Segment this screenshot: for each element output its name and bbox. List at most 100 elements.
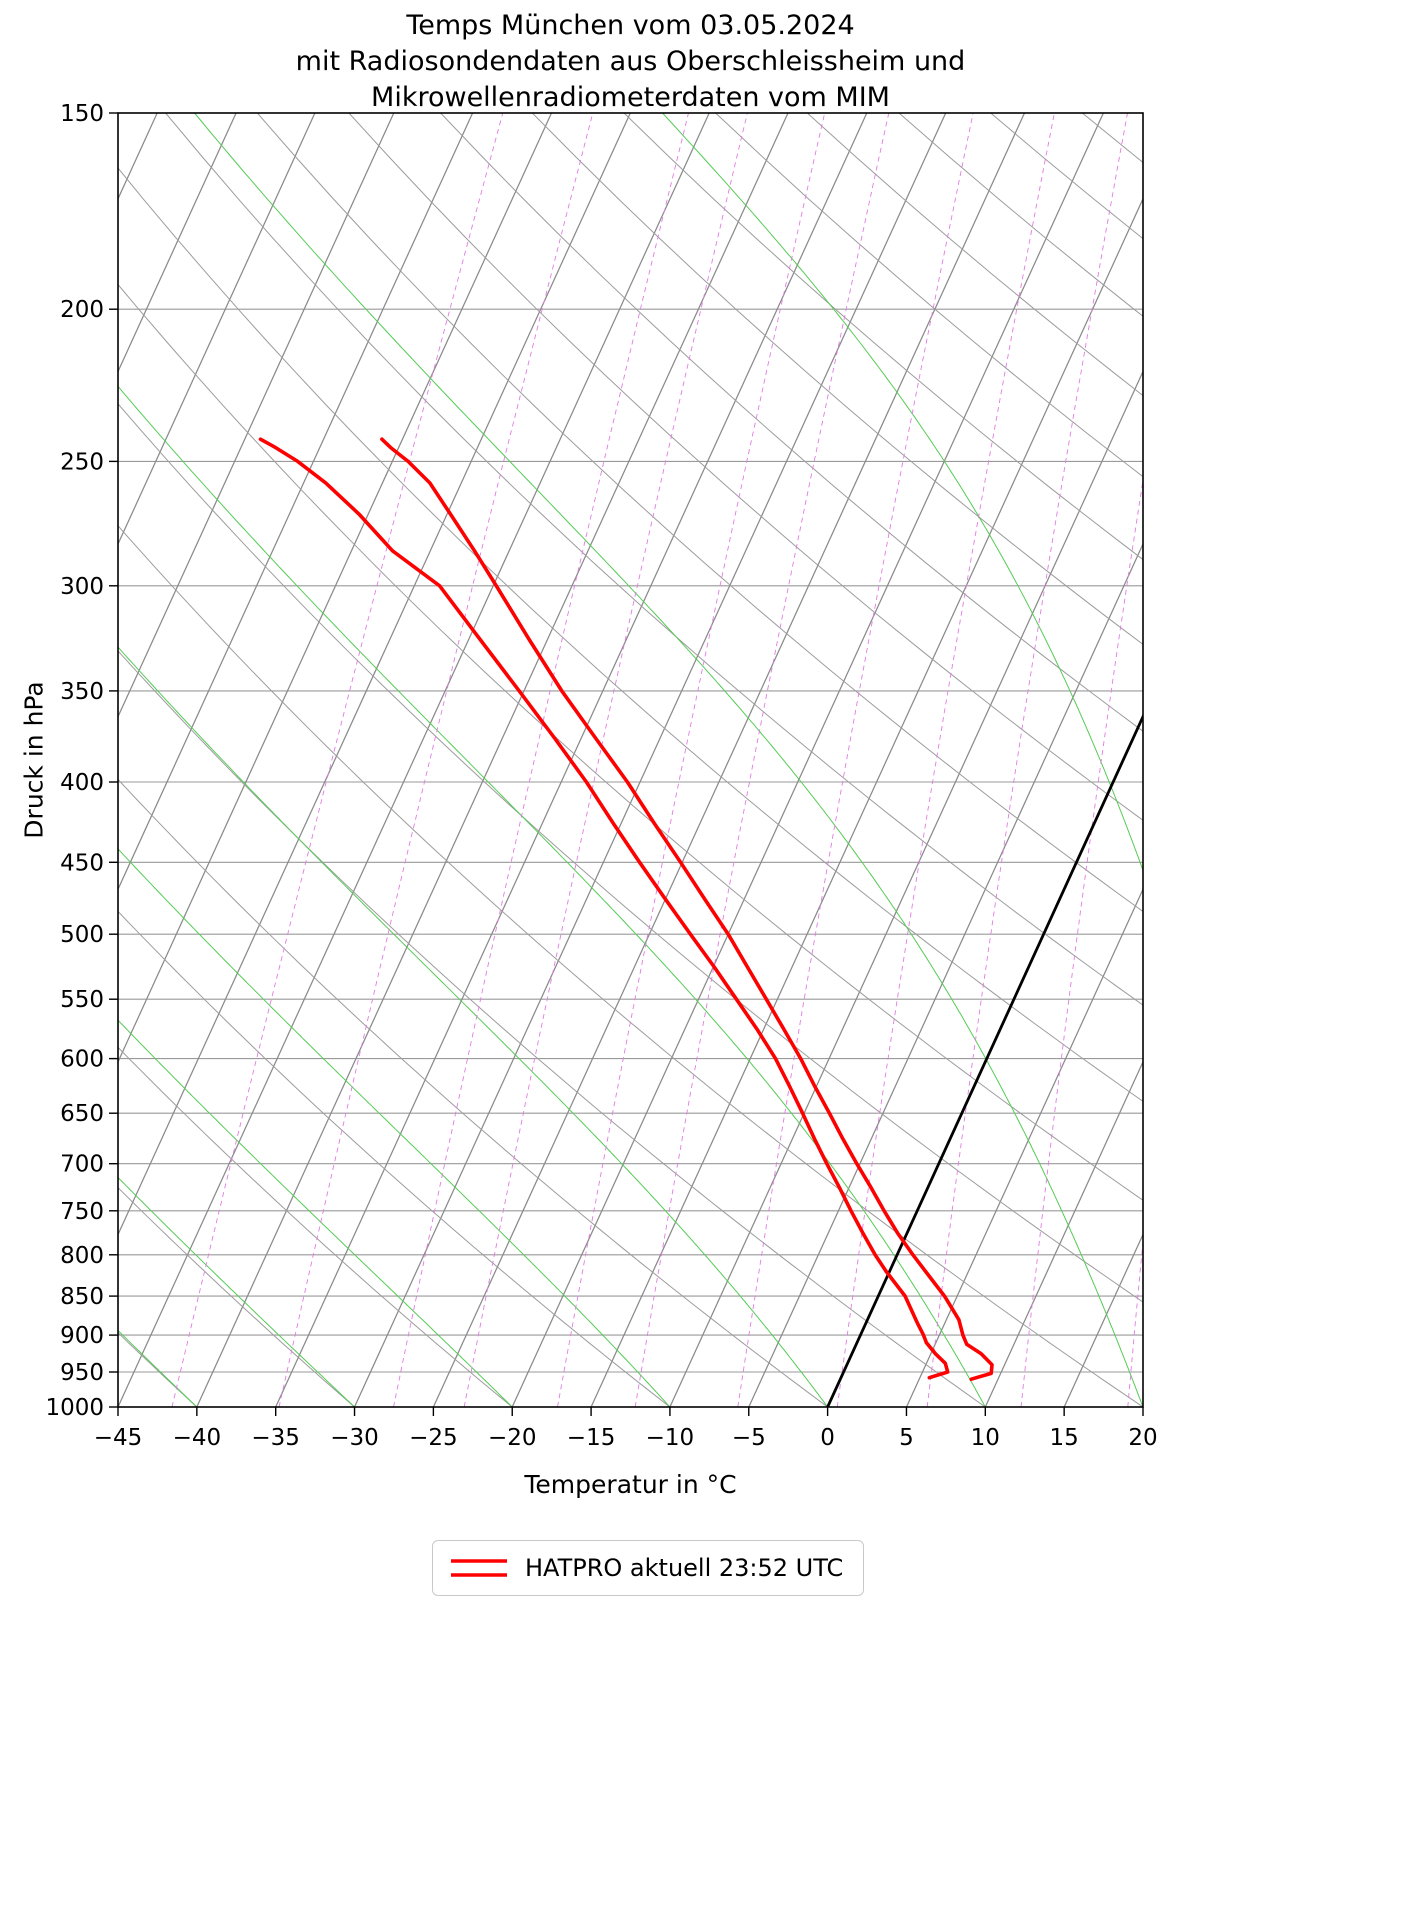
x-tick-label: −5	[732, 1425, 766, 1451]
isotherm-line	[748, 542, 1143, 1407]
y-tick-label: 800	[60, 1243, 104, 1269]
dry-adiabat-line	[165, 113, 1143, 1006]
dry-adiabat-line	[118, 525, 1143, 1407]
isotherm-line	[118, 113, 316, 546]
dry-adiabat-line	[531, 113, 1143, 645]
mixing-ratio-line	[171, 113, 504, 1407]
legend-line-icon	[451, 1559, 507, 1577]
moist-adiabat-line	[118, 1176, 355, 1407]
x-tick-label: −20	[488, 1425, 537, 1451]
x-tick-label: −40	[173, 1425, 222, 1451]
isotherm-line	[1142, 1405, 1143, 1407]
y-tick-label: 1000	[45, 1395, 104, 1421]
dry-adiabat-line	[1081, 113, 1143, 164]
mixing-ratio-line	[1218, 113, 1362, 1407]
isotherm-line	[118, 113, 710, 1407]
y-tick-label: 350	[60, 679, 104, 705]
isotherm-line	[905, 887, 1143, 1407]
y-tick-label: 600	[60, 1047, 104, 1073]
legend: HATPRO aktuell 23:52 UTC	[432, 1540, 865, 1596]
mixing-ratio-line	[836, 113, 1055, 1407]
mixing-ratio-line	[926, 113, 1128, 1407]
plot-frame	[117, 112, 1144, 1408]
dry-adiabat-line	[806, 113, 1143, 397]
plot-grid	[118, 113, 1427, 1407]
mixing-ratio-line	[557, 113, 826, 1407]
dry-adiabat-line	[623, 113, 1143, 561]
isotherm-line	[118, 113, 553, 1064]
isotherm-line	[353, 113, 947, 1407]
y-axis-label: Druck in hPa	[19, 681, 49, 839]
y-tick-label: 700	[60, 1152, 104, 1178]
x-tick-label: −10	[646, 1425, 695, 1451]
moist-adiabat-line	[662, 113, 1143, 872]
y-tick-label: 550	[60, 987, 104, 1013]
mixing-ratio-line	[1127, 1236, 1143, 1407]
y-tick-label: 900	[60, 1323, 104, 1349]
isotherm-line	[118, 113, 237, 373]
x-tick-label: 5	[899, 1425, 914, 1451]
moist-adiabat-line	[194, 113, 1143, 1407]
x-tick-label: −25	[409, 1425, 458, 1451]
dry-adiabat-line	[118, 910, 671, 1407]
x-tick-label: −30	[330, 1425, 379, 1451]
dry-adiabat-line	[990, 113, 1143, 240]
dry-adiabat-line	[118, 1186, 355, 1407]
dry-adiabat-line	[118, 778, 828, 1407]
y-tick-label: 200	[60, 297, 104, 323]
mixing-ratio-line	[463, 113, 748, 1407]
y-tick-label: 500	[60, 922, 104, 948]
isotherm-line	[669, 369, 1143, 1407]
moist-adiabat-line	[1199, 113, 1427, 1407]
dry-adiabat-line	[1174, 113, 1427, 1407]
mixing-ratio-line	[737, 113, 974, 1407]
dry-adiabat-line	[118, 650, 986, 1407]
mixing-ratio-line	[278, 113, 594, 1407]
y-tick-label: 650	[60, 1101, 104, 1127]
moist-adiabat-line	[118, 848, 671, 1407]
x-tick-label: 10	[971, 1425, 1000, 1451]
mixing-ratio-line	[634, 113, 890, 1407]
isotherm-line	[196, 113, 789, 1407]
dry-adiabat-line	[118, 1046, 513, 1407]
dry-adiabat-line	[118, 167, 1143, 1103]
title-line-3: Mikrowellenradiometerdaten vom MIM	[371, 82, 890, 113]
x-tick-label: 0	[820, 1425, 835, 1451]
isotherm-line	[590, 197, 1143, 1407]
x-tick-label: −15	[567, 1425, 616, 1451]
dewpoint-profile-curve	[258, 437, 950, 1380]
zero-isotherm-line	[826, 713, 1143, 1407]
title-line-1: Temps München vom 03.05.2024	[406, 10, 855, 41]
title-line-2: mit Radiosondendaten aus Oberschleisshei…	[295, 46, 966, 77]
temperature-profile-curve	[380, 437, 994, 1381]
isotherm-line	[118, 113, 631, 1237]
dry-adiabat-line	[118, 403, 1143, 1303]
dry-adiabat-line	[118, 283, 1143, 1201]
isotherm-line	[511, 113, 1104, 1407]
x-tick-label: 15	[1050, 1425, 1079, 1451]
dry-adiabat-line	[256, 113, 1143, 913]
y-tick-label: 300	[60, 574, 104, 600]
y-tick-label: 850	[60, 1284, 104, 1310]
isotherm-line	[984, 1060, 1143, 1407]
y-tick-label: 150	[60, 101, 104, 127]
x-tick-label: −35	[251, 1425, 300, 1451]
mixing-ratio-line	[1020, 477, 1143, 1407]
moist-adiabat-line	[118, 1019, 513, 1407]
x-tick-label: −45	[94, 1425, 143, 1451]
chart-title: Temps München vom 03.05.2024 mit Radioso…	[118, 8, 1143, 116]
isotherm-line	[432, 113, 1026, 1407]
isotherm-line	[118, 113, 474, 891]
axis-ticks: −45 −40 −35 −30 −25 −20 −15 −10 −5 0 5 10 15 20 150 200…	[45, 101, 1157, 1451]
x-tick-label: 20	[1128, 1425, 1157, 1451]
dry-adiabat-line	[348, 113, 1143, 821]
isotherm-line	[118, 113, 395, 719]
y-tick-label: 400	[60, 770, 104, 796]
y-tick-label: 750	[60, 1199, 104, 1225]
y-tick-label: 950	[60, 1360, 104, 1386]
y-tick-label: 450	[60, 850, 104, 876]
isotherm-line	[1063, 1232, 1143, 1407]
moist-adiabat-line	[118, 646, 829, 1407]
legend-label: HATPRO aktuell 23:52 UTC	[525, 1554, 844, 1582]
